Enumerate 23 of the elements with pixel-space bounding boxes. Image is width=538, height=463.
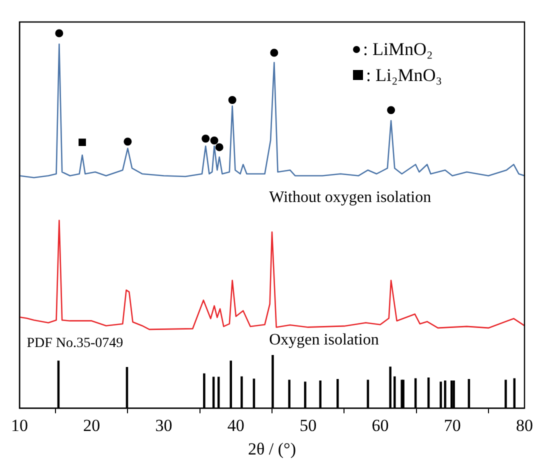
- series-label: Oxygen isolation: [269, 332, 379, 349]
- point: [210, 136, 218, 144]
- x-tick-label: 50: [300, 416, 317, 435]
- point: [228, 96, 236, 104]
- x-tick-label: 10: [11, 416, 28, 435]
- point: [387, 106, 396, 114]
- point: [215, 143, 224, 152]
- x-tick-label: 30: [155, 416, 172, 435]
- series-label: Without oxygen isolation: [269, 188, 432, 206]
- legend-label: : LiMnO₂: [363, 38, 433, 61]
- x-tick-label: 80: [516, 416, 533, 435]
- x-tick-label: 70: [444, 416, 461, 435]
- point: [124, 138, 132, 146]
- x-tick-label: 60: [372, 416, 389, 435]
- x-tick-label: 40: [227, 416, 244, 435]
- series-label: PDF No.35-0749: [26, 336, 124, 352]
- x-axis-title: 2θ / (°): [248, 439, 296, 458]
- point: [270, 48, 278, 57]
- legend-label: : Li₂MnO₃: [366, 64, 442, 87]
- x-tick-label: 20: [83, 416, 100, 435]
- point: [78, 138, 86, 146]
- point: [202, 134, 210, 143]
- point: [55, 29, 64, 38]
